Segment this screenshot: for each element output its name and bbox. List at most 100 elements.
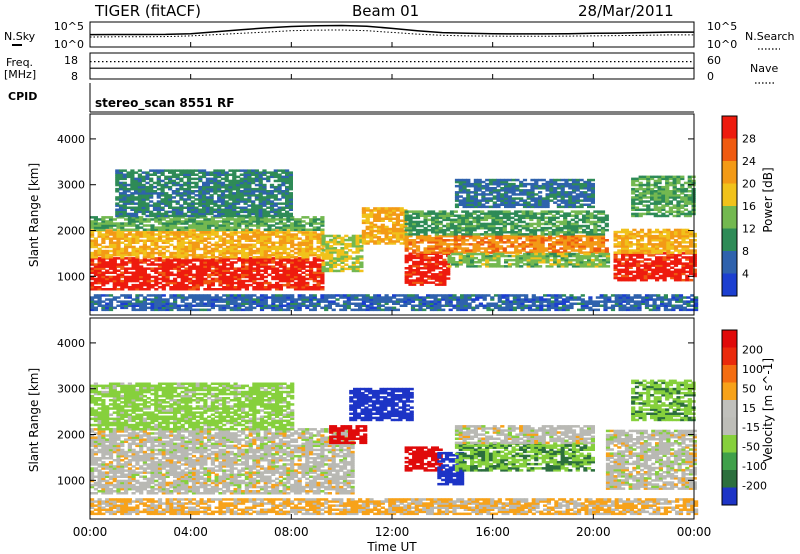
power-axes: 1000 2000 3000 4000 — [57, 133, 694, 283]
noise-tick-right-top: 10^5 — [707, 20, 737, 33]
velocity-colorbar-label: Velocity [m s^-1] — [761, 358, 775, 462]
velocity-colorbar-cell-3 — [722, 382, 737, 401]
power-colorbar-tick-5: 8 — [742, 245, 749, 258]
velocity-colorbar-tick-3: 15 — [742, 402, 756, 415]
xtick-label-3: 12:00 — [375, 525, 410, 539]
vel-cells-band-0 — [90, 428, 355, 495]
power-cells-band-9 — [404, 210, 609, 236]
power-ylabel: Slant Range [km] — [27, 163, 41, 267]
velocity-colorbar-tick-1: 100 — [742, 363, 763, 376]
power-panel: 1000 2000 3000 4000 Slant Range [km] 28 24 20… — [27, 113, 775, 316]
velocity-colorbar-tick-5: -50 — [742, 441, 760, 454]
power-colorbar-tick-1: 24 — [742, 155, 756, 168]
freq-label-line1: Freq. — [6, 56, 33, 69]
nsky-label: N.Sky — [4, 30, 36, 43]
velocity-colorbar-tick-2: 50 — [742, 382, 756, 395]
nsearch-label: N.Search — [745, 30, 795, 43]
velocity-colorbar-cell-0 — [722, 330, 737, 348]
velocity-colorbar-cell-9 — [722, 487, 737, 506]
xtick-label-6: 00:00 — [677, 525, 712, 539]
power-colorbar-tick-6: 4 — [742, 268, 749, 281]
xtick-label-4: 16:00 — [475, 525, 510, 539]
freq-tick-right-top: 60 — [707, 54, 721, 67]
vel-cells-band-1 — [90, 382, 295, 431]
power-cells-band-0 — [90, 257, 325, 291]
noise-tick-left-top: 10^5 — [54, 20, 84, 33]
vel-cells-band-4 — [404, 446, 443, 472]
velocity-colorbar-frame — [721, 329, 738, 506]
vel-cells-band-3 — [349, 387, 414, 422]
power-colorbar-cell-4 — [722, 206, 737, 229]
noise-panel: N.Sky 10^5 10^0 10^5 10^0 N.Search — [4, 20, 795, 51]
frequency-lines — [90, 60, 694, 69]
xtick-label-5: 20:00 — [576, 525, 611, 539]
power-cells-band-11 — [613, 252, 697, 282]
xtick-label-0: 00:00 — [73, 525, 108, 539]
velocity-panel: 1000 2000 3000 4000 Slant Range [km] 200 100… — [27, 317, 775, 520]
power-cells-band-3 — [115, 169, 293, 218]
velocity-colorbar-cell-5 — [722, 417, 737, 436]
velocity-ylabel: Slant Range [km] — [27, 368, 41, 472]
power-cells-band-13 — [631, 175, 696, 218]
power-colorbar-cell-2 — [722, 161, 737, 184]
cpid-panel: CPID stereo_scan 8551 RF — [8, 83, 694, 113]
power-ytick-label-2: 3000 — [57, 179, 85, 192]
freq-tick-right-bottom: 0 — [707, 70, 714, 83]
frequency-panel: Freq. [MHz] 18 8 60 0 Nave — [4, 52, 778, 84]
noise-tick-left-bottom: 10^0 — [54, 38, 84, 51]
power-cells-band-4 — [321, 234, 364, 273]
velocity-ytick-label-0: 1000 — [57, 474, 85, 487]
noise-series-nsearch — [89, 29, 694, 38]
noise-lines — [89, 24, 694, 38]
noise-series-nsky — [89, 24, 694, 36]
power-colorbar-cell-1 — [722, 138, 737, 162]
power-colorbar-label: Power [dB] — [761, 167, 775, 232]
velocity-colorbar-tick-7: -200 — [742, 480, 767, 493]
power-colorbar-cell-7 — [722, 273, 737, 297]
power-cells-band-7 — [404, 234, 609, 254]
noise-tick-right-bottom: 10^0 — [707, 38, 737, 51]
velocity-colorbar-cell-8 — [722, 470, 737, 488]
freq-tick-left-bottom: 8 — [71, 70, 78, 83]
velocity-colorbar-cell-2 — [722, 365, 737, 383]
power-cells-band-14 — [90, 294, 699, 312]
velocity-colorbar-cell-1 — [722, 347, 737, 366]
date-label: 28/Mar/2011 — [578, 2, 674, 20]
velocity-ytick-label-3: 4000 — [57, 337, 85, 350]
power-cells-band-10 — [454, 178, 595, 209]
beam-label: Beam 01 — [352, 2, 419, 20]
power-cells-band-8 — [447, 252, 611, 268]
nave-label: Nave — [750, 62, 778, 75]
velocity-colorbar-tick-0: 200 — [742, 343, 763, 356]
velocity-ytick-label-1: 2000 — [57, 429, 85, 442]
power-colorbar-tick-0: 28 — [742, 133, 756, 146]
xtick-label-2: 08:00 — [274, 525, 309, 539]
cpid-text: stereo_scan 8551 RF — [95, 96, 234, 111]
freq-label-line2: [MHz] — [4, 68, 36, 81]
vel-cells-band-8 — [605, 429, 697, 490]
xtick-label-1: 04:00 — [173, 525, 208, 539]
power-data-cells — [90, 169, 699, 312]
power-cells-band-1 — [90, 229, 325, 259]
time-axis-ticks: 00:00 04:00 08:00 12:00 16:00 20:00 00:00 — [73, 42, 712, 539]
plot-title: TIGER (fitACF) — [94, 2, 201, 20]
power-cells-band-2 — [90, 216, 325, 231]
vel-cells-band-7 — [454, 425, 595, 445]
power-colorbar: 28 24 20 16 12 8 4 — [721, 115, 756, 297]
velocity-colorbar-cell-7 — [722, 452, 737, 471]
xlabel: Time UT — [366, 540, 417, 554]
vel-cells-band-9 — [631, 379, 696, 422]
vel-cells-band-10 — [90, 498, 699, 516]
power-ytick-label-3: 4000 — [57, 133, 85, 146]
power-colorbar-tick-3: 16 — [742, 200, 756, 213]
power-ytick-label-1: 2000 — [57, 225, 85, 238]
power-ytick-label-0: 1000 — [57, 270, 85, 283]
power-colorbar-cell-0 — [722, 116, 737, 139]
velocity-data-cells — [90, 379, 699, 516]
velocity-axes: 1000 2000 3000 4000 — [57, 337, 694, 487]
velocity-ytick-label-2: 3000 — [57, 383, 85, 396]
power-cells-band-12 — [613, 228, 697, 254]
power-colorbar-tick-2: 20 — [742, 178, 756, 191]
velocity-colorbar-tick-4: -15 — [742, 421, 760, 434]
